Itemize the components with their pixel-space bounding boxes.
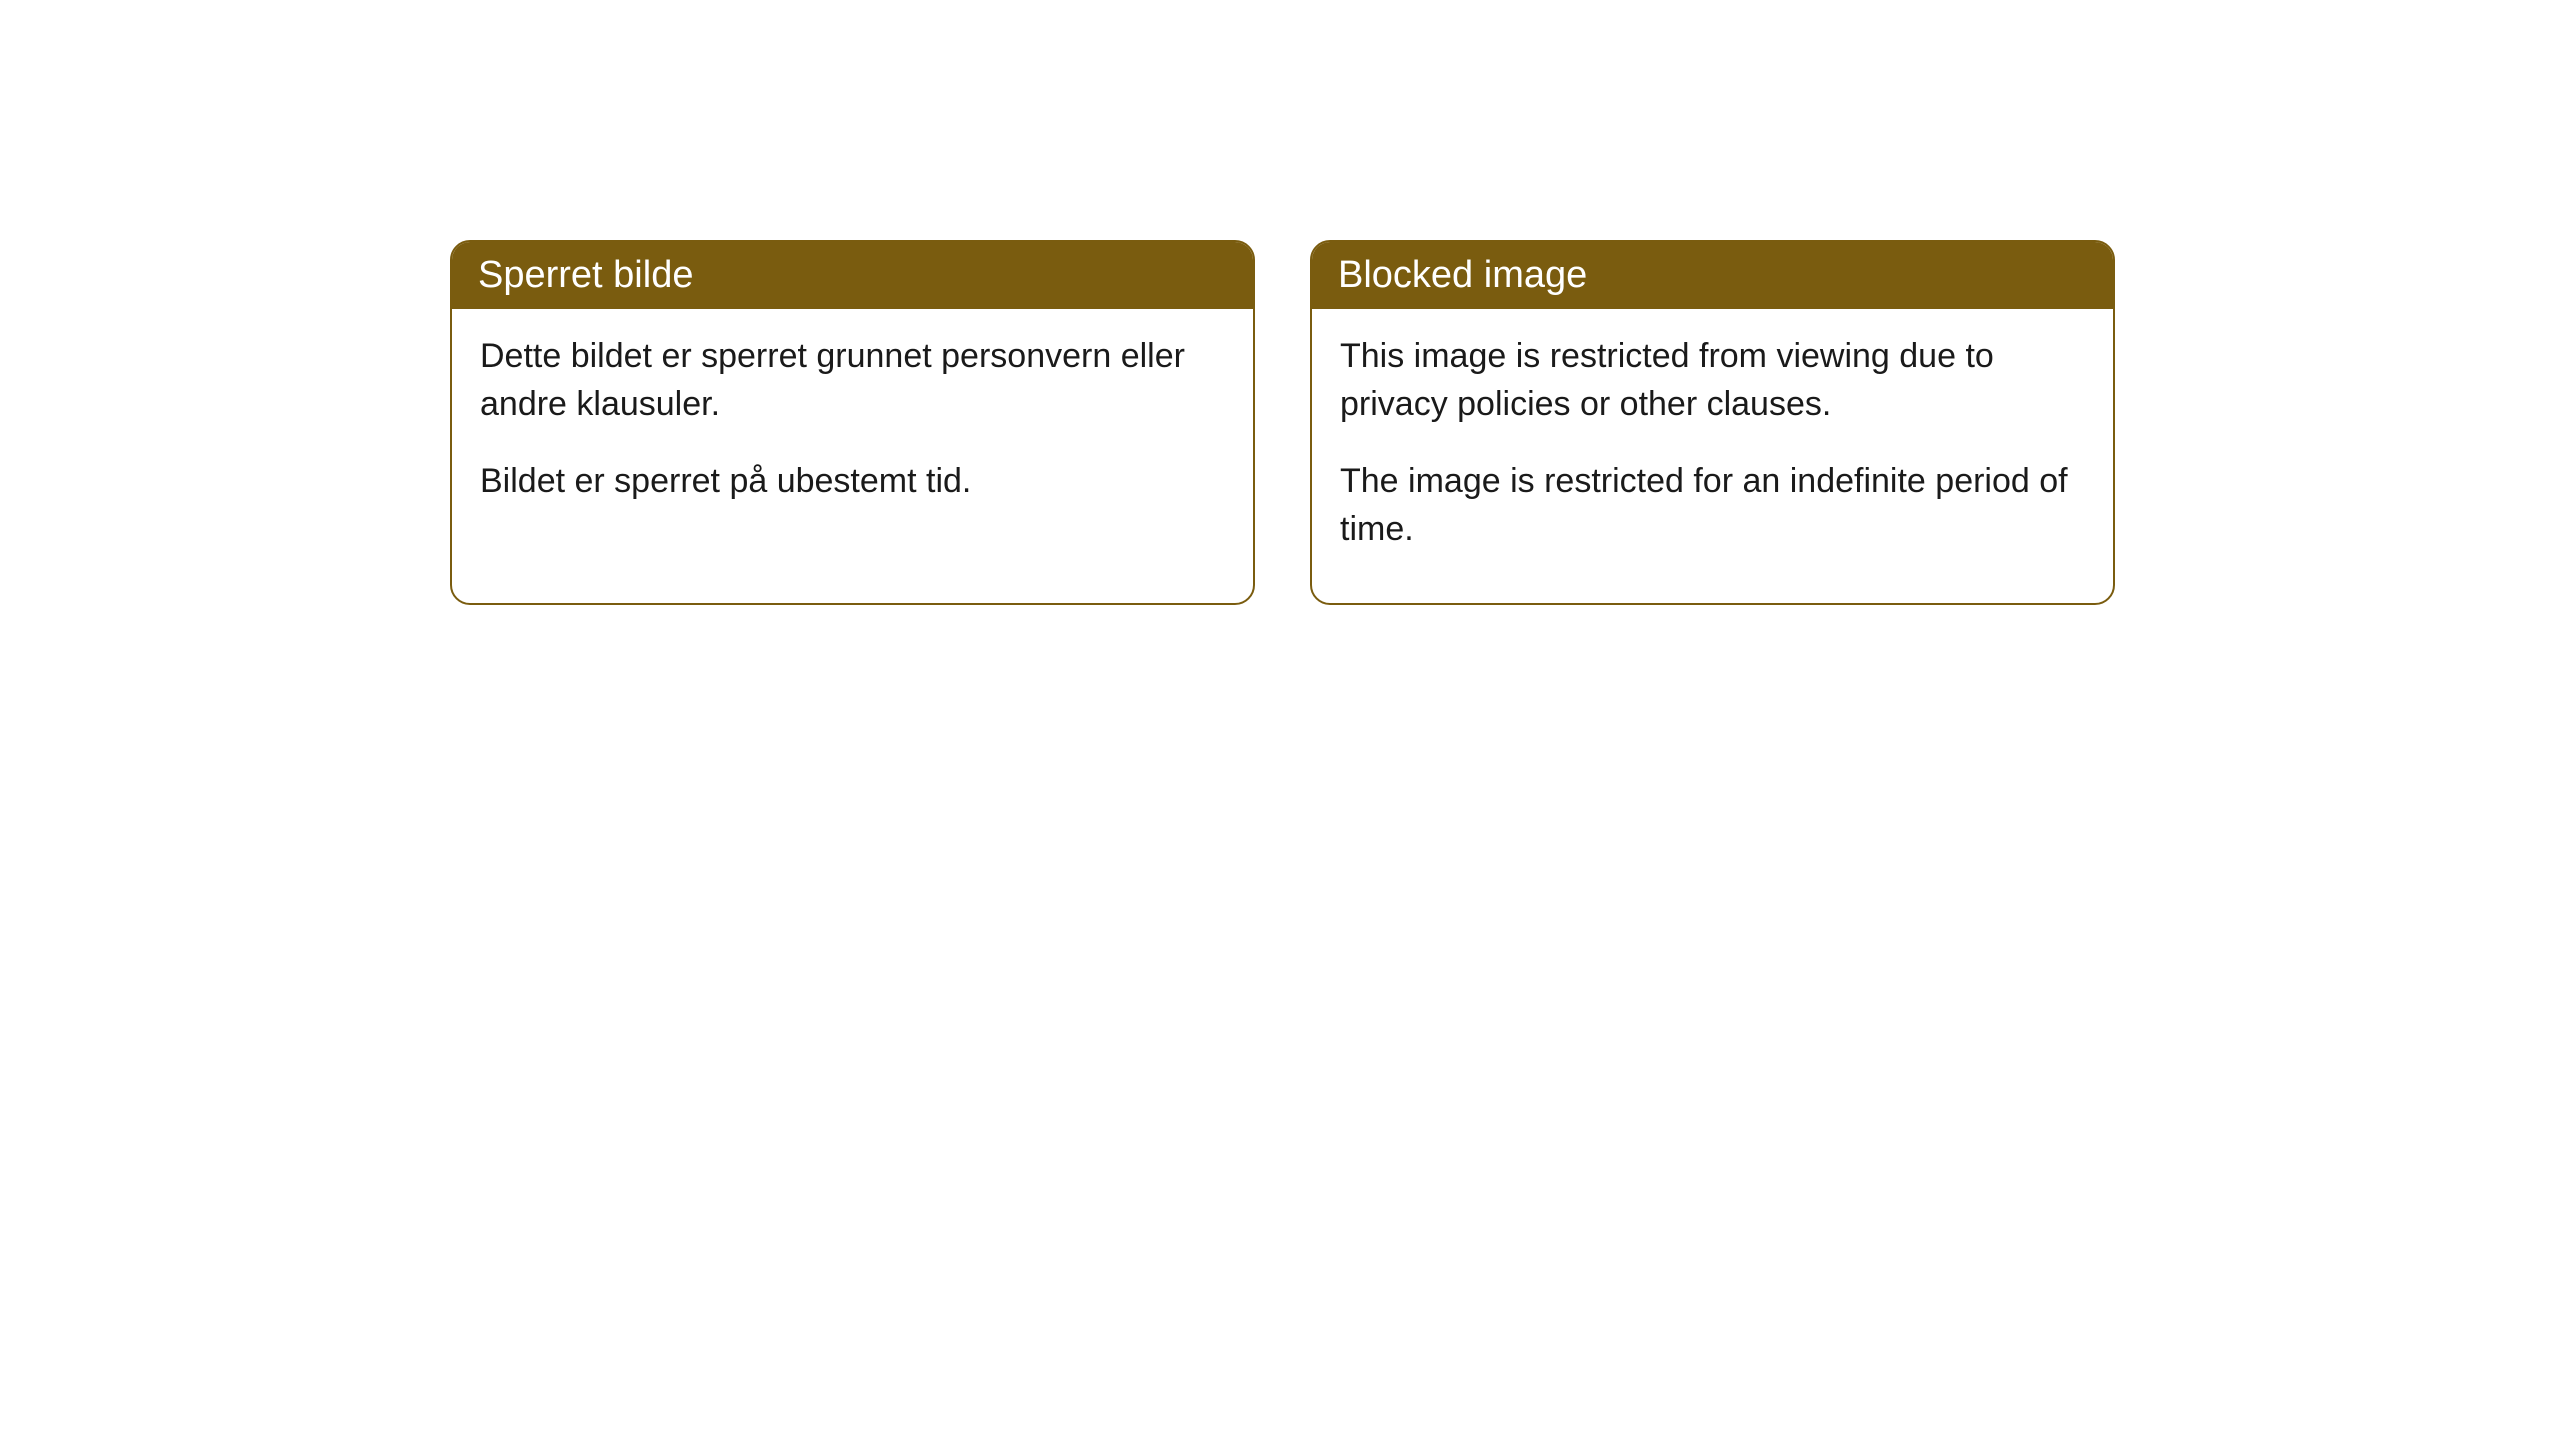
card-paragraph: Bildet er sperret på ubestemt tid. (480, 458, 1225, 506)
card-body: Dette bildet er sperret grunnet personve… (452, 309, 1253, 556)
card-title: Blocked image (1338, 254, 1587, 296)
card-paragraph: Dette bildet er sperret grunnet personve… (480, 333, 1225, 428)
card-paragraph: This image is restricted from viewing du… (1340, 333, 2085, 428)
card-title: Sperret bilde (478, 254, 693, 296)
notice-container: Sperret bilde Dette bildet er sperret gr… (450, 240, 2115, 605)
card-body: This image is restricted from viewing du… (1312, 309, 2113, 603)
card-header: Blocked image (1312, 242, 2113, 309)
notice-card-english: Blocked image This image is restricted f… (1310, 240, 2115, 605)
notice-card-norwegian: Sperret bilde Dette bildet er sperret gr… (450, 240, 1255, 605)
card-paragraph: The image is restricted for an indefinit… (1340, 458, 2085, 553)
card-header: Sperret bilde (452, 242, 1253, 309)
